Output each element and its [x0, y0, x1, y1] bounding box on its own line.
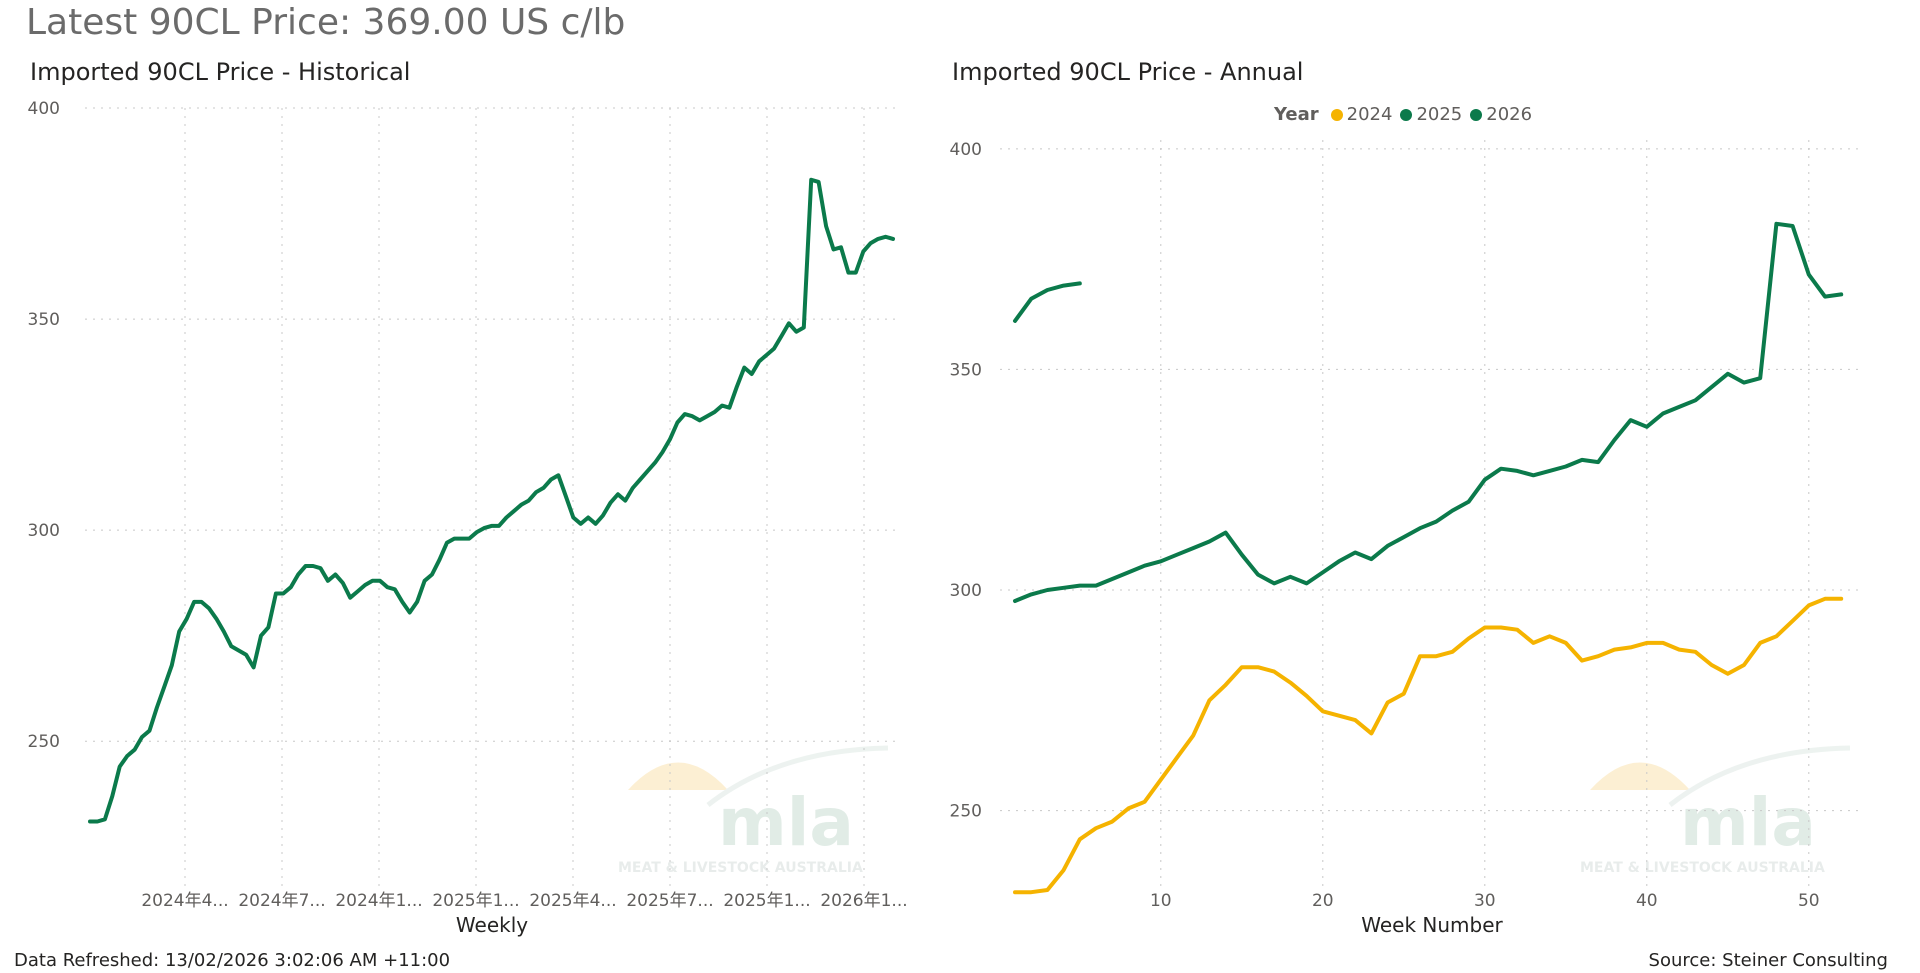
x-axis-title-annual: Week Number: [1361, 913, 1503, 937]
annual-y-tick-label-250: 250: [950, 802, 982, 822]
annual-y-tick-label-400: 400: [950, 140, 982, 160]
watermark-logo-text: mla: [1680, 784, 1816, 861]
x-tick-label-2: 2024年1...: [335, 891, 422, 911]
y-tick-label-300: 300: [28, 521, 60, 541]
watermark-subtitle: MEAT & LIVESTOCK AUSTRALIA: [1580, 860, 1825, 876]
annual-x-tick-label-20: 20: [1312, 891, 1334, 911]
x-tick-label-3: 2025年1...: [432, 891, 519, 911]
annual-line-2024: [1013, 596, 1844, 895]
legend-dot-2025: [1400, 108, 1413, 121]
watermark-logo-text: mla: [718, 784, 854, 861]
x-axis-title-historical: Weekly: [456, 913, 528, 937]
legend-label-2026: 2026: [1486, 104, 1533, 125]
annual-x-tick-label-40: 40: [1636, 891, 1658, 911]
legend-title: Year: [1274, 104, 1319, 125]
x-tick-label-6: 2025年1...: [723, 891, 810, 911]
data-refreshed-text: Data Refreshed: 13/02/2026 3:02:06 AM +1…: [14, 950, 451, 971]
y-tick-label-350: 350: [28, 310, 60, 330]
historical-price-line: [88, 177, 895, 824]
x-tick-label-1: 2024年7...: [238, 891, 325, 911]
annual-legend: Year 2024 2025 2026: [1274, 104, 1540, 125]
annual-chart-title: Imported 90CL Price - Annual: [952, 58, 1304, 86]
annual-x-tick-label-50: 50: [1798, 891, 1820, 911]
annual-line-2025: [1013, 221, 1844, 603]
historical-chart-title: Imported 90CL Price - Historical: [30, 58, 411, 86]
y-tick-label-400: 400: [28, 99, 60, 119]
legend-item-2026[interactable]: 2026: [1470, 104, 1532, 125]
legend-dot-2026: [1470, 108, 1483, 121]
annual-x-tick-label-10: 10: [1150, 891, 1172, 911]
watermark-subtitle: MEAT & LIVESTOCK AUSTRALIA: [618, 860, 863, 876]
annual-x-tick-label-30: 30: [1474, 891, 1496, 911]
legend-item-2025[interactable]: 2025: [1400, 104, 1462, 125]
x-tick-label-4: 2025年4...: [529, 891, 616, 911]
annual-line-2026: [1013, 281, 1082, 323]
y-tick-label-250: 250: [28, 732, 60, 752]
annual-y-tick-label-350: 350: [950, 360, 982, 380]
legend-item-2024[interactable]: 2024: [1330, 104, 1393, 125]
x-tick-label-7: 2026年1...: [820, 891, 907, 911]
legend-label-2024: 2024: [1346, 104, 1393, 125]
x-tick-label-0: 2024年4...: [141, 891, 228, 911]
legend-dot-2024: [1330, 108, 1343, 121]
annual-y-tick-label-300: 300: [950, 581, 982, 601]
x-tick-label-5: 2025年7...: [626, 891, 713, 911]
legend-label-2025: 2025: [1416, 104, 1463, 125]
page-title: Latest 90CL Price: 369.00 US c/lb: [26, 2, 626, 43]
source-text: Source: Steiner Consulting: [1648, 950, 1888, 971]
